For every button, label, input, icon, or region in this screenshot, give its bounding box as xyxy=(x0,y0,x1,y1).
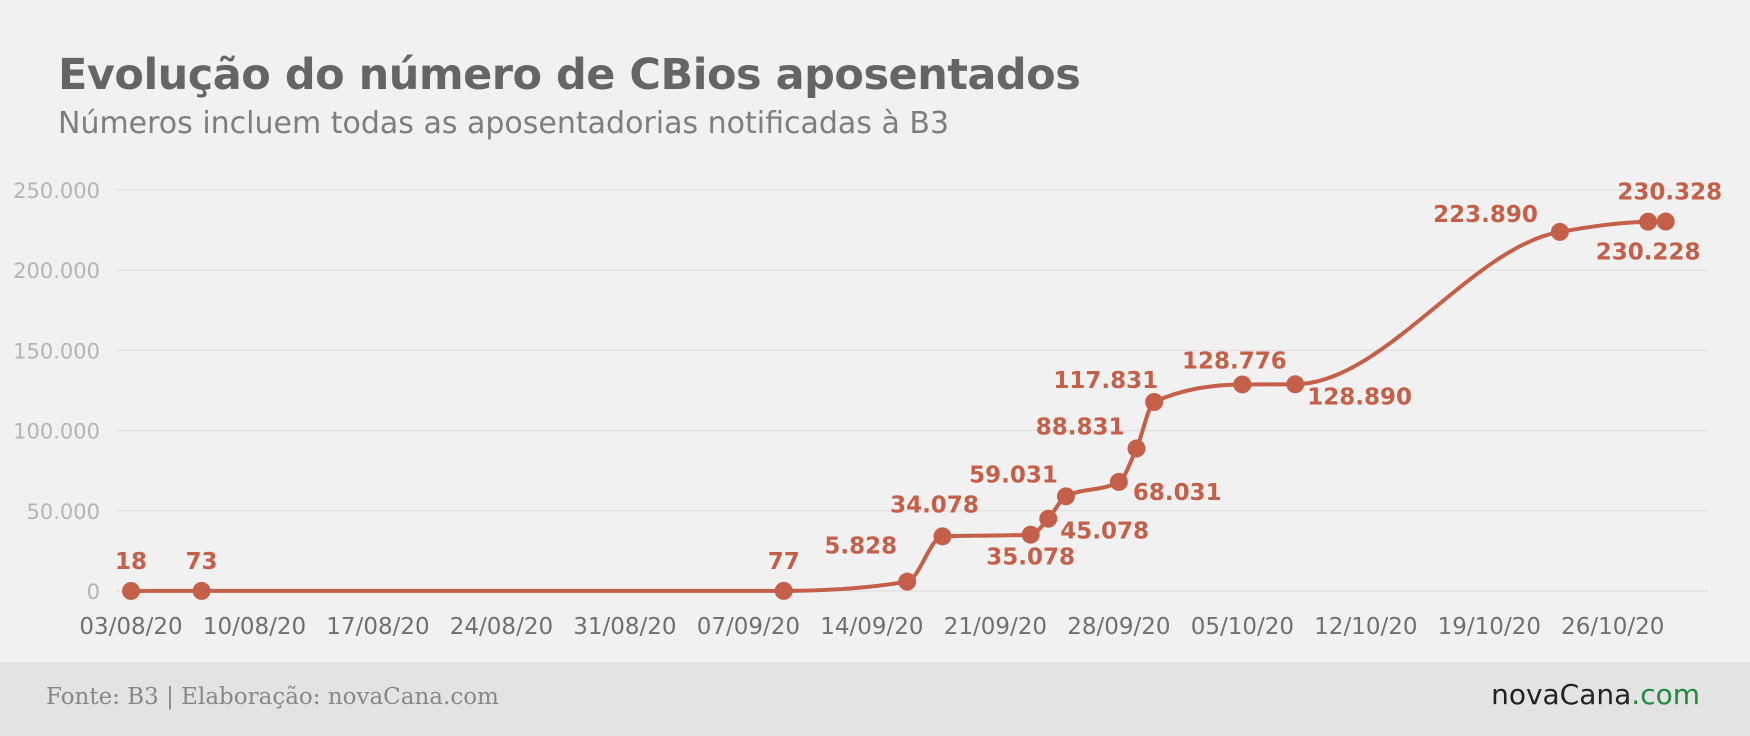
data-point xyxy=(1656,212,1675,231)
y-tick-label: 0 xyxy=(87,580,100,604)
logo-tld: .com xyxy=(1631,678,1700,711)
line-chart: 0 50.000 100.000 150.000 200.000 250.000 03/0… xyxy=(13,179,1722,640)
data-label: 59.031 xyxy=(969,462,1058,488)
data-point xyxy=(1639,212,1658,231)
chart-subtitle: Números incluem todas as aposentadorias … xyxy=(58,106,950,141)
data-label: 223.890 xyxy=(1433,202,1538,228)
data-point xyxy=(122,581,140,600)
data-point xyxy=(192,581,211,600)
data-label: 45.078 xyxy=(1060,519,1149,545)
chart-title: Evolução do número de CBios aposentados xyxy=(58,50,1081,100)
data-label: 128.890 xyxy=(1307,384,1412,410)
source-credit: Fonte: B3 | Elaboração: novaCana.com xyxy=(46,684,499,710)
data-label: 88.831 xyxy=(1036,415,1125,441)
data-label: 68.031 xyxy=(1133,480,1222,506)
data-point xyxy=(933,527,952,546)
data-label: 35.078 xyxy=(986,545,1075,571)
data-label: 117.831 xyxy=(1053,368,1158,394)
x-tick-label: 12/10/20 xyxy=(1314,614,1417,640)
data-point xyxy=(1109,472,1128,491)
footer-bar: Fonte: B3 | Elaboração: novaCana.com nov… xyxy=(0,662,1750,736)
data-point xyxy=(1039,509,1058,528)
x-tick-label: 10/08/20 xyxy=(203,614,306,640)
x-tick-label: 05/10/20 xyxy=(1191,614,1294,640)
data-point xyxy=(1145,392,1164,411)
data-label: 230.228 xyxy=(1596,240,1701,266)
novacana-logo: novaCana.com xyxy=(1491,678,1700,711)
data-point xyxy=(774,581,793,600)
data-point xyxy=(1021,525,1040,544)
series-line xyxy=(129,219,1668,593)
data-point xyxy=(898,572,917,591)
data-label: 77 xyxy=(768,549,800,575)
data-point xyxy=(1056,487,1075,506)
x-tick-label: 28/09/20 xyxy=(1067,614,1170,640)
data-label: 34.078 xyxy=(890,492,979,518)
x-tick-label: 31/08/20 xyxy=(573,614,676,640)
y-tick-label: 100.000 xyxy=(13,420,100,444)
y-tick-label: 150.000 xyxy=(13,339,100,363)
y-tick-label: 250.000 xyxy=(13,179,100,203)
x-axis: 03/08/20 10/08/20 17/08/20 24/08/20 31/08/20… xyxy=(79,614,1664,640)
x-tick-label: 19/10/20 xyxy=(1438,614,1541,640)
x-tick-label: 07/09/20 xyxy=(697,614,800,640)
x-tick-label: 24/08/20 xyxy=(450,614,553,640)
data-point xyxy=(1550,222,1569,241)
x-tick-label: 26/10/20 xyxy=(1561,614,1664,640)
x-tick-label: 21/09/20 xyxy=(944,614,1047,640)
data-point xyxy=(1286,375,1305,394)
data-label: 230.328 xyxy=(1617,180,1722,206)
y-axis: 0 50.000 100.000 150.000 200.000 250.000 xyxy=(13,179,100,604)
data-label: 128.776 xyxy=(1182,348,1287,374)
data-point xyxy=(1127,439,1146,458)
grid-layer xyxy=(116,189,1708,592)
x-tick-label: 14/09/20 xyxy=(820,614,923,640)
data-point xyxy=(1233,375,1252,394)
data-label: 73 xyxy=(186,549,218,575)
y-tick-label: 50.000 xyxy=(27,500,100,524)
data-label: 5.828 xyxy=(824,534,897,560)
logo-name: novaCana xyxy=(1491,678,1632,711)
x-tick-label: 17/08/20 xyxy=(326,614,429,640)
data-label: 18 xyxy=(115,549,147,575)
data-points xyxy=(122,212,1675,600)
x-tick-label: 03/08/20 xyxy=(79,614,182,640)
y-tick-label: 200.000 xyxy=(13,259,100,283)
